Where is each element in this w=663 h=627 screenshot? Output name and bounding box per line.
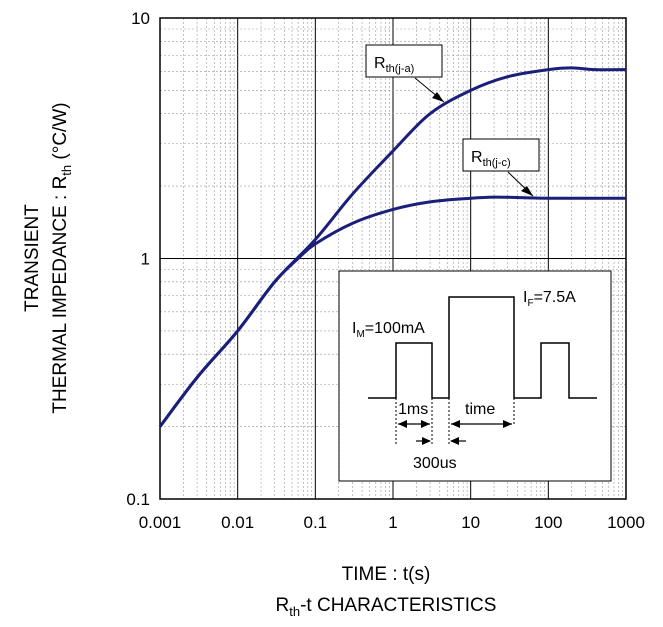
x-tick-label: 0.1 [304, 513, 328, 532]
y-tick-label: 1 [141, 250, 150, 269]
svg-text:Rth(j-a): Rth(j-a) [374, 55, 414, 75]
x-tick-label: 0.001 [139, 513, 182, 532]
t2-label: 300us [413, 455, 457, 472]
series-group [158, 66, 627, 428]
y-tick-label: 10 [131, 9, 150, 28]
x-axis-title: TIME : t(s) [342, 564, 431, 585]
series-label-rth-ja-main: R [374, 55, 386, 72]
series-line-rth-jc [158, 195, 627, 428]
x-tick-label: 1000 [607, 513, 645, 532]
x-tick-label: 1 [388, 513, 397, 532]
if-label: IF=7.5A [523, 289, 576, 309]
x-tick-label: 100 [534, 513, 562, 532]
im-label: IM=100mA [352, 320, 425, 340]
t1-label: 1ms [398, 401, 428, 418]
x-tick-label: 0.01 [221, 513, 254, 532]
pulse-waveform [368, 296, 597, 399]
series-label-rth-jc-main: R [471, 149, 483, 166]
series-label-rth-jc-sub: th(j-c) [483, 157, 511, 169]
plot-frame [159, 17, 627, 500]
series-label-rth-jc: Rth(j-c) [462, 138, 540, 197]
inset-pulse-diagram: IM=100mA IF=7.5A 1ms time 300us [338, 270, 612, 482]
x-tick-label: 10 [461, 513, 480, 532]
y-axis-title-line1: TRANSIENT [22, 204, 43, 312]
inset-frame [338, 270, 612, 482]
series-label-rth-ja: Rth(j-a) [365, 44, 445, 103]
chart-caption: Rth-t CHARACTERISTICS [276, 595, 497, 619]
time-label: time [465, 401, 495, 418]
series-label-rth-ja-sub: th(j-a) [386, 63, 415, 75]
tick-labels: 0.001 0.01 0.1 1 10 100 1000 0.1 1 10 [126, 9, 645, 532]
svg-text:Rth(j-c): Rth(j-c) [471, 149, 511, 169]
y-tick-label: 0.1 [126, 490, 150, 509]
y-axis-title-line2: THERMAL IMPEDANCE : Rth (°C/W) [50, 102, 74, 413]
